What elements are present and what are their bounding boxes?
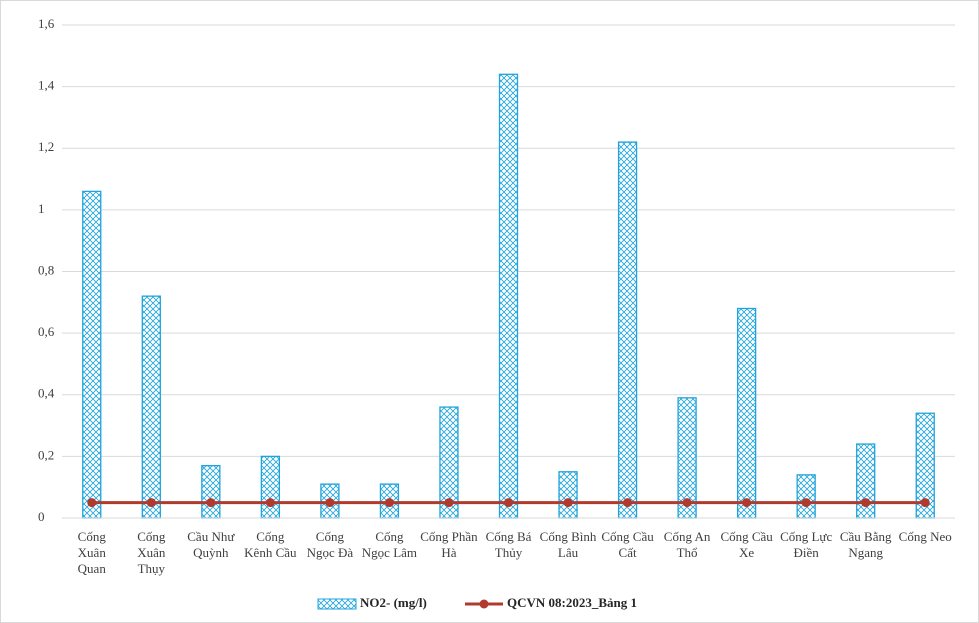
x-tick-label: Cầu Như Quỳnh <box>187 529 235 560</box>
x-tick-label: Cống An Thổ <box>663 529 711 560</box>
bar <box>141 295 161 519</box>
y-tick-label: 0,8 <box>38 262 54 277</box>
legend-swatch <box>479 599 489 609</box>
y-tick-label: 1,2 <box>38 139 54 154</box>
line-marker <box>146 498 156 508</box>
line-marker <box>623 498 633 508</box>
line-marker <box>682 498 692 508</box>
x-tick-label: Cống Cầu Cất <box>601 529 654 560</box>
y-tick-label: 0,2 <box>38 447 54 462</box>
x-tick-label: Cống Xuân Quan <box>77 529 106 576</box>
x-tick-label: Cống Lực Điền <box>780 529 833 560</box>
line-marker <box>265 498 275 508</box>
bar <box>736 307 757 519</box>
bar <box>558 471 578 519</box>
line-marker <box>325 498 335 508</box>
y-tick-label: 0,6 <box>38 324 55 339</box>
line-marker <box>504 498 513 508</box>
y-tick-label: 1,6 <box>38 16 55 31</box>
x-tick-label: Cống Phần Hà <box>420 529 478 560</box>
bar <box>260 455 281 519</box>
y-tick-label: 0 <box>38 509 45 524</box>
x-tick-label: Cống Bình Lâu <box>539 529 597 560</box>
line-marker <box>801 498 811 508</box>
line-marker <box>563 498 573 508</box>
x-tick-label: Cống Ngọc Lâm <box>361 529 418 560</box>
x-tick-label: Cầu Bằng Ngang <box>839 529 892 560</box>
legend-label: QCVN 08:2023_Bảng 1 <box>507 595 637 610</box>
line-marker <box>206 498 216 508</box>
bar <box>796 474 816 519</box>
bar <box>82 190 102 519</box>
x-tick-label: Cống Cầu Xe <box>720 529 773 560</box>
x-tick-label: Cống Ngọc Đà <box>306 529 354 560</box>
bar <box>498 73 519 519</box>
x-tick-label: Cống Xuân Thụy <box>137 529 166 576</box>
x-tick-label: Cống Bá Thủy <box>485 529 532 560</box>
bar <box>201 464 221 519</box>
line-marker <box>742 498 752 508</box>
x-tick-label: Cống Neo <box>898 529 952 544</box>
line-marker <box>87 498 97 508</box>
x-tick-label: Cống Kênh Cầu <box>244 529 297 560</box>
y-tick-label: 1,4 <box>38 78 55 93</box>
line-marker <box>861 498 871 508</box>
line-marker <box>384 498 394 508</box>
legend-label: NO2- (mg/l) <box>360 595 427 610</box>
y-tick-label: 0,4 <box>38 386 55 401</box>
y-tick-label: 1 <box>38 201 45 216</box>
legend-swatch <box>317 598 357 610</box>
bar <box>617 141 638 519</box>
line-marker <box>920 498 930 508</box>
line-marker <box>444 498 454 508</box>
